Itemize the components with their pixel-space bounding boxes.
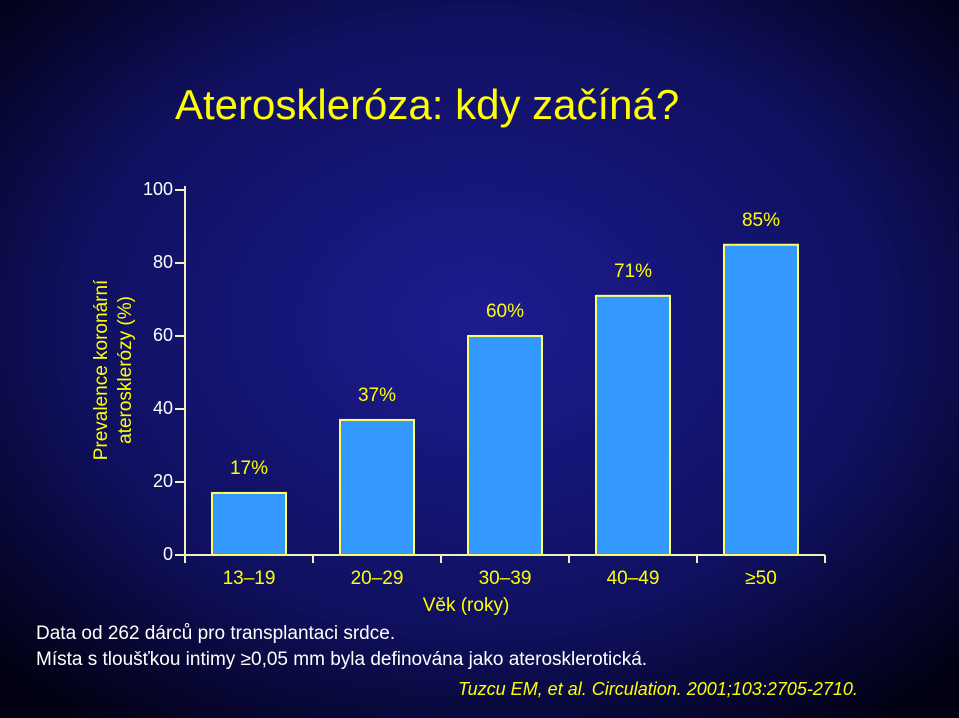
bar [723,243,799,556]
data-label: 60% [486,301,524,322]
data-label: 85% [742,210,780,231]
x-tick-label: ≥50 [745,568,777,589]
y-tick-label: 60 [153,325,173,345]
data-label: 71% [614,261,652,282]
bar [339,418,415,557]
bar [467,335,543,556]
y-tick-label: 100 [143,179,173,199]
x-tick-label: 40–49 [607,568,660,589]
x-axis-title: Věk (roky) [423,595,510,616]
y-axis-title-line: Prevalence koronární [91,279,112,460]
data-label: 17% [230,458,268,479]
citation: Tuzcu EM, et al. Circulation. 2001;103:2… [458,679,858,699]
footnote: Data od 262 dárců pro transplantaci srdc… [36,623,395,644]
y-tick-label: 80 [153,252,173,272]
x-tick-label: 13–19 [223,568,276,589]
y-axis-title: Prevalence koronární aterosklerózy (%) [91,279,136,460]
footnote: Místa s tloušťkou intimy ≥0,05 mm byla d… [36,649,647,670]
x-tick-label: 30–39 [479,568,532,589]
y-tick-label: 40 [153,398,173,418]
y-tick-label: 0 [163,544,173,564]
bar [595,294,671,556]
bar [211,491,287,557]
chart-title: Ateroskleróza: kdy začíná? [175,81,679,128]
x-tick-label: 20–29 [351,568,404,589]
y-tick-label: 20 [153,471,173,491]
data-label: 37% [358,385,396,406]
y-axis-title-line: aterosklerózy (%) [115,296,136,444]
